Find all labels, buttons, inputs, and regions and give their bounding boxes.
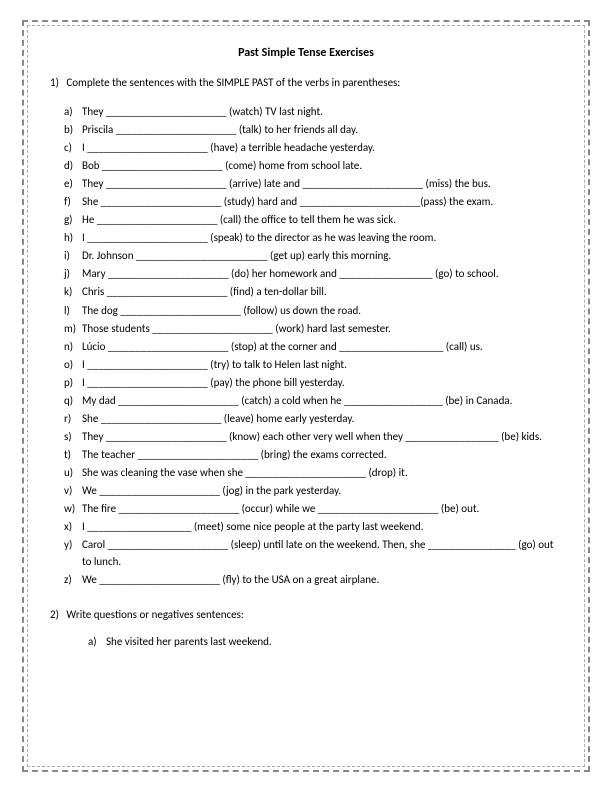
item-label: r) (64, 410, 82, 427)
exercise-item: v)We ______________________ (jog) in the… (64, 482, 562, 499)
exercise-item: s)They ______________________ (know) eac… (64, 428, 562, 445)
item-text: Bob ______________________ (come) home f… (82, 157, 562, 174)
item-label: i) (64, 247, 82, 264)
item-text: They ______________________ (watch) TV l… (82, 103, 562, 120)
item-label: b) (64, 121, 82, 138)
item-text: We ______________________ (fly) to the U… (82, 571, 562, 588)
exercise-item: x)I ___________________ (meet) some nice… (64, 518, 562, 535)
item-text: The fire ______________________ (occur) … (82, 500, 562, 517)
section2-text: Write questions or negatives sentences: (66, 608, 243, 621)
item-label: u) (64, 464, 82, 481)
item-text: She ______________________ (study) hard … (82, 193, 562, 210)
exercise-item: f)She ______________________ (study) har… (64, 193, 562, 210)
subitem-label: a) (88, 635, 106, 648)
item-text: I ______________________ (try) to talk t… (82, 356, 562, 373)
exercise-item: r)She ______________________ (leave) hom… (64, 410, 562, 427)
item-text: Priscila ______________________ (talk) t… (82, 121, 562, 138)
exercise-item: i)Dr. Johnson ________________________ (… (64, 247, 562, 264)
item-text: They ______________________ (know) each … (82, 428, 562, 445)
item-label: d) (64, 157, 82, 174)
exercise-item: o)I ______________________ (try) to talk… (64, 356, 562, 373)
exercise-item: y)Carol ______________________ (sleep) u… (64, 536, 562, 570)
section1-text: Complete the sentences with the SIMPLE P… (66, 76, 400, 89)
section1-instruction: 1) Complete the sentences with the SIMPL… (50, 76, 562, 89)
item-text: Those students ______________________ (w… (82, 320, 562, 337)
item-text: We ______________________ (jog) in the p… (82, 482, 562, 499)
worksheet-title: Past Simple Tense Exercises (50, 46, 562, 60)
item-text: They ______________________ (arrive) lat… (82, 175, 562, 192)
exercise-item: c)I ______________________ (have) a terr… (64, 139, 562, 156)
exercise-item: j)Mary ______________________ (do) her h… (64, 265, 562, 282)
exercise-item: a)They ______________________ (watch) TV… (64, 103, 562, 120)
item-label: w) (64, 500, 82, 517)
exercise-item: u)She was cleaning the vase when she ___… (64, 464, 562, 481)
item-label: p) (64, 374, 82, 391)
item-text: She was cleaning the vase when she _____… (82, 464, 562, 481)
exercise-item: z)We ______________________ (fly) to the… (64, 571, 562, 588)
item-label: c) (64, 139, 82, 156)
subitem-text: She visited her parents last weekend. (106, 635, 272, 648)
exercise-item: w)The fire ______________________ (occur… (64, 500, 562, 517)
item-label: g) (64, 211, 82, 228)
item-label: j) (64, 265, 82, 282)
section1-number: 1) (50, 76, 59, 89)
exercise-item: d)Bob ______________________ (come) home… (64, 157, 562, 174)
item-text: Lúcio ______________________ (stop) at t… (82, 338, 562, 355)
exercise-item: b)Priscila ______________________ (talk)… (64, 121, 562, 138)
item-label: v) (64, 482, 82, 499)
item-text: Carol ______________________ (sleep) unt… (82, 536, 562, 570)
item-label: e) (64, 175, 82, 192)
item-label: o) (64, 356, 82, 373)
item-text: Mary ______________________ (do) her hom… (82, 265, 562, 282)
item-label: q) (64, 392, 82, 409)
item-label: t) (64, 446, 82, 463)
exercise-item: k)Chris ______________________ (find) a … (64, 283, 562, 300)
worksheet-content: Past Simple Tense Exercises 1) Complete … (50, 40, 562, 752)
section2-number: 2) (50, 608, 59, 621)
item-text: Dr. Johnson ________________________ (ge… (82, 247, 562, 264)
exercise-item: n)Lúcio ______________________ (stop) at… (64, 338, 562, 355)
item-text: The teacher ______________________ (brin… (82, 446, 562, 463)
section2-instruction: 2) Write questions or negatives sentence… (50, 608, 562, 648)
item-text: I ___________________ (meet) some nice p… (82, 518, 562, 535)
exercise-item: q)My dad ______________________ (catch) … (64, 392, 562, 409)
item-label: n) (64, 338, 82, 355)
exercise-item: e)They ______________________ (arrive) l… (64, 175, 562, 192)
exercise-item: t)The teacher ______________________ (br… (64, 446, 562, 463)
item-text: I ______________________ (speak) to the … (82, 229, 562, 246)
exercise-items: a)They ______________________ (watch) TV… (64, 103, 562, 588)
item-text: I ______________________ (pay) the phone… (82, 374, 562, 391)
item-label: k) (64, 283, 82, 300)
item-text: She ______________________ (leave) home … (82, 410, 562, 427)
item-label: l) (64, 302, 82, 319)
exercise-item: h)I ______________________ (speak) to th… (64, 229, 562, 246)
exercise-item: m)Those students ______________________ … (64, 320, 562, 337)
item-text: My dad ______________________ (catch) a … (82, 392, 562, 409)
item-label: z) (64, 571, 82, 588)
item-label: s) (64, 428, 82, 445)
item-label: x) (64, 518, 82, 535)
item-label: f) (64, 193, 82, 210)
exercise-item: p)I ______________________ (pay) the pho… (64, 374, 562, 391)
exercise-item: g)He ______________________ (call) the o… (64, 211, 562, 228)
item-label: a) (64, 103, 82, 120)
section2-subitem: a) She visited her parents last weekend. (88, 635, 562, 648)
exercise-item: l)The dog ______________________ (follow… (64, 302, 562, 319)
item-label: y) (64, 536, 82, 570)
item-text: The dog ______________________ (follow) … (82, 302, 562, 319)
item-label: h) (64, 229, 82, 246)
item-text: I ______________________ (have) a terrib… (82, 139, 562, 156)
item-label: m) (64, 320, 82, 337)
item-text: Chris ______________________ (find) a te… (82, 283, 562, 300)
item-text: He ______________________ (call) the off… (82, 211, 562, 228)
